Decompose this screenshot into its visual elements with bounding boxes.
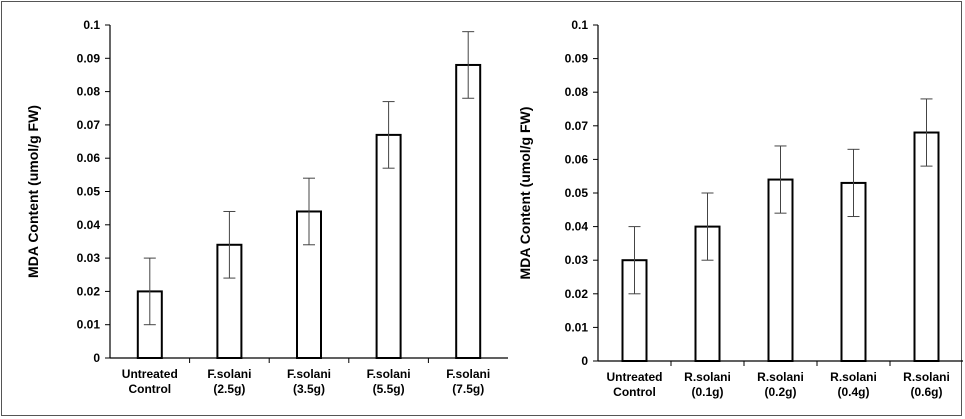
x-tick-label: R.solani — [903, 370, 950, 384]
x-tick-label: R.solani — [757, 370, 804, 384]
x-tick-label: F.solani — [367, 367, 411, 381]
y-tick-label: 0.01 — [77, 318, 101, 332]
x-tick-label: (2.5g) — [213, 382, 245, 396]
y-tick-label: 0.08 — [565, 85, 589, 99]
y-tick-label: 0.06 — [565, 152, 589, 166]
chart-fusarium: 0 0.01 0.02 0.03 0.04 0.05 0.06 0.07 0.08 0.09 0.1… — [25, 18, 508, 396]
y-tick-label: 0.1 — [83, 18, 100, 32]
y-tick-label: 0 — [93, 351, 100, 365]
y-tick-label: 0.08 — [77, 85, 101, 99]
bar — [455, 63, 482, 360]
x-tick-label: (7.5g) — [452, 382, 484, 396]
x-tick-label: Control — [128, 382, 171, 396]
x-tick-label: F.solani — [446, 367, 490, 381]
x-tick-label: (0.2g) — [764, 385, 796, 399]
y-tick-label: 0.09 — [565, 52, 589, 66]
x-tick-label: Control — [613, 385, 656, 399]
y-tick-label: 0.02 — [565, 287, 589, 301]
y-tick-label: 0.01 — [565, 320, 589, 334]
x-tick-label: Untreated — [122, 367, 178, 381]
x-tick-label: F.solani — [207, 367, 251, 381]
y-tick-label: 0.09 — [77, 51, 101, 65]
y-tick-label: 0.07 — [565, 119, 589, 133]
x-tick-label: (3.5g) — [293, 382, 325, 396]
y-tick-label: 0.04 — [565, 220, 589, 234]
x-tick-label: (0.1g) — [691, 385, 723, 399]
y-axis-title: MDA Content (umol/g FW) — [517, 107, 533, 280]
y-tick-label: 0.02 — [77, 284, 101, 298]
bar — [375, 133, 402, 359]
y-tick-label: 0.07 — [77, 118, 101, 132]
x-tick-label: (0.6g) — [910, 385, 942, 399]
y-tick-label: 0.03 — [77, 251, 101, 265]
y-tick-label: 0 — [581, 354, 588, 368]
x-tick-label: (0.4g) — [837, 385, 869, 399]
y-axis-title: MDA Content (umol/g FW) — [25, 105, 41, 278]
y-tick-label: 0.04 — [77, 218, 101, 232]
x-tick-label: (5.5g) — [373, 382, 405, 396]
x-tick-label: R.solani — [830, 370, 877, 384]
x-tick-label: F.solani — [287, 367, 331, 381]
x-tick-label: R.solani — [684, 370, 731, 384]
y-tick-label: 0.1 — [571, 18, 588, 32]
chart-rhizoctonia: 0 0.01 0.02 0.03 0.04 0.05 0.06 0.07 0.08 0.09 0.1… — [517, 18, 963, 399]
bar — [913, 131, 940, 362]
y-tick-label: 0.03 — [565, 253, 589, 267]
y-tick-label: 0.05 — [565, 186, 589, 200]
y-tick-label: 0.06 — [77, 151, 101, 165]
y-tick-label: 0.05 — [77, 185, 101, 199]
x-tick-label: Untreated — [606, 370, 662, 384]
